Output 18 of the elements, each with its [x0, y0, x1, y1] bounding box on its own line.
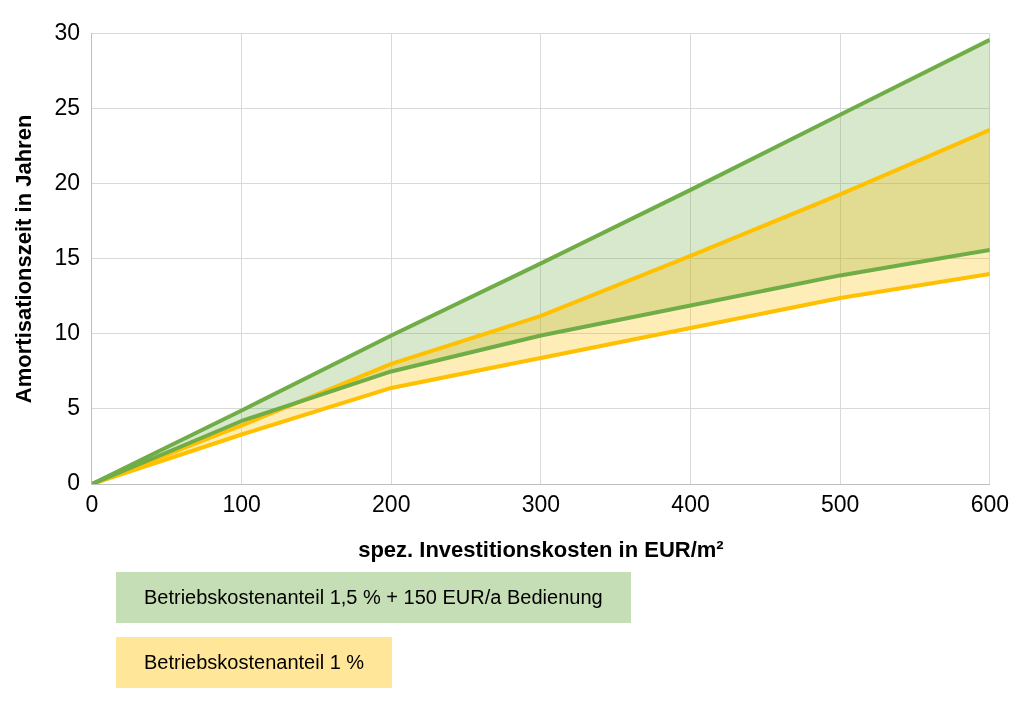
text: Betriebskostenanteil 1,5 % + 150 EUR/a Bedienung: [144, 586, 603, 608]
x-tick-label: 0: [85, 491, 99, 518]
y-tick-label: 0: [67, 469, 80, 496]
x-tick-label: 400: [671, 491, 710, 518]
y-tick-label: 25: [54, 94, 80, 121]
y-tick-label: 15: [54, 244, 80, 271]
x-tick-label: 600: [970, 491, 1009, 518]
x-tick-label: 200: [372, 491, 411, 518]
y-tick-label: 10: [54, 319, 80, 346]
x-tick-label: 100: [222, 491, 261, 518]
x-tick-label: 300: [521, 491, 561, 518]
x-axis-title: spez. Investitionskosten in EUR/m²: [358, 536, 724, 562]
y-axis-title: Amortisationszeit in Jahren: [11, 114, 37, 404]
x-tick-label: 500: [820, 491, 860, 518]
text: Betriebskostenanteil 1 %: [144, 651, 365, 673]
y-tick-label: 5: [67, 394, 80, 421]
y-tick-label: 20: [54, 169, 80, 196]
y-tick-label: 30: [54, 19, 80, 46]
